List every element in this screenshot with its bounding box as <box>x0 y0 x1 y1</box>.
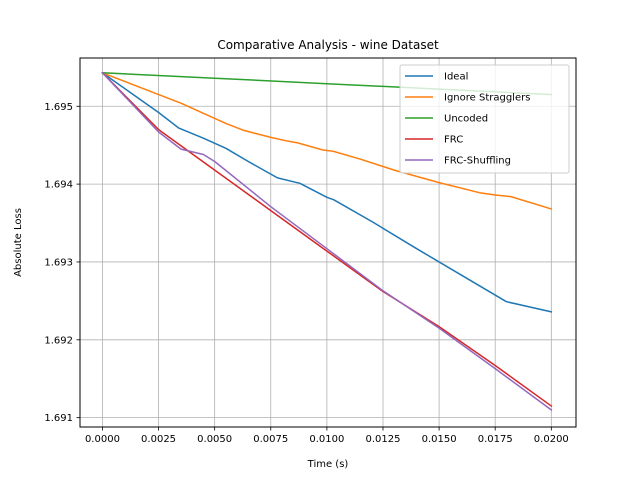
x-axis-title: Time (s) <box>307 459 349 470</box>
x-tick-label: 0.0100 <box>309 434 344 445</box>
y-tick-label: 1.693 <box>44 257 73 268</box>
y-tick-label: 1.692 <box>44 335 73 346</box>
series-line-ignore-stragglers <box>101 71 553 210</box>
legend: Ideal Ignore Stragglers Uncoded FRC FRC-Shuf… <box>399 64 570 174</box>
chart-title: Comparative Analysis - wine Dataset <box>217 38 439 52</box>
x-tick-label: 0.0050 <box>197 434 232 445</box>
plot-frame <box>79 57 577 428</box>
axis-ticks: 0.0000 0.0025 0.0050 0.0075 0.0100 0.0125 0.01… <box>44 102 568 445</box>
series-line-frc-shuffling <box>101 71 553 411</box>
x-tick-label: 0.0175 <box>478 434 513 445</box>
legend-box <box>399 64 570 174</box>
x-tick-label: 0.0000 <box>85 434 120 445</box>
y-tick-label: 1.691 <box>44 413 73 424</box>
x-tick-label: 0.0200 <box>534 434 569 445</box>
legend-label-ignore-stragglers: Ignore Stragglers <box>444 93 530 104</box>
legend-label-ideal: Ideal <box>444 72 468 83</box>
y-axis-title: Absolute Loss <box>13 208 24 277</box>
x-tick-label: 0.0025 <box>141 434 176 445</box>
legend-label-frc: FRC <box>444 135 463 146</box>
y-tick-label: 1.694 <box>44 180 73 191</box>
x-tick-label: 0.0150 <box>422 434 457 445</box>
series-line-ideal <box>101 71 553 313</box>
x-tick-label: 0.0125 <box>365 434 400 445</box>
series-line-frc <box>101 71 553 408</box>
legend-label-frc-shuffling: FRC-Shuffling <box>444 156 511 167</box>
x-tick-label: 0.0075 <box>253 434 288 445</box>
y-tick-label: 1.695 <box>44 102 73 113</box>
series-lines <box>101 71 553 411</box>
legend-label-uncoded: Uncoded <box>444 114 488 125</box>
